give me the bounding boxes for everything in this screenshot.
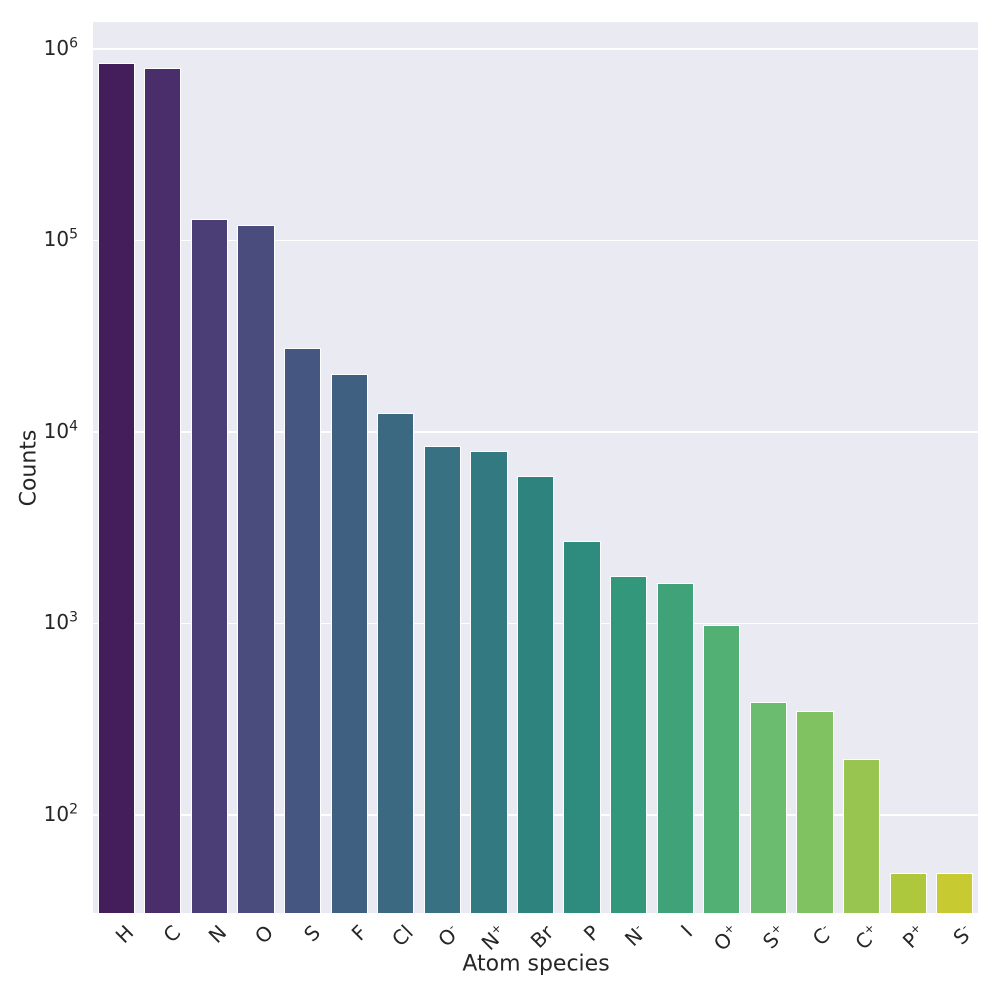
x-tick-label: S+ — [757, 920, 784, 954]
x-tick-label: I — [676, 920, 698, 942]
superscript: + — [487, 920, 505, 938]
superscript: - — [444, 920, 458, 934]
bar — [842, 759, 881, 913]
x-tick-label: P — [578, 920, 605, 946]
superscript: + — [906, 920, 924, 938]
bar — [889, 872, 927, 913]
superscript: - — [631, 920, 645, 934]
gridline — [93, 48, 978, 50]
x-tick-label: S — [298, 920, 325, 947]
bar — [190, 218, 229, 913]
bar — [144, 68, 182, 913]
y-tick-label: 105 — [43, 226, 78, 252]
bar — [377, 412, 415, 913]
bar — [423, 445, 461, 913]
y-tick-label: 104 — [43, 418, 78, 443]
x-tick-label: O+ — [708, 920, 738, 956]
superscript: 4 — [69, 418, 78, 435]
superscript: + — [859, 920, 877, 938]
x-tick-label: Cl — [387, 920, 419, 952]
bar — [283, 348, 322, 913]
y-axis-label: Counts — [16, 429, 42, 507]
bar — [237, 224, 275, 913]
superscript: - — [957, 920, 971, 934]
x-tick-label: F — [346, 920, 372, 946]
y-tick-label: 106 — [43, 35, 78, 60]
x-tick-label: H — [110, 920, 139, 948]
y-tick-label: 103 — [43, 609, 78, 635]
bar — [796, 710, 834, 913]
y-tick-label: 102 — [43, 801, 78, 827]
x-tick-label: O- — [433, 920, 462, 952]
superscript: 6 — [69, 35, 78, 52]
x-tick-label: Br — [525, 920, 558, 953]
superscript: - — [817, 920, 831, 934]
bar — [656, 583, 694, 913]
bar — [97, 62, 135, 913]
gridline — [93, 239, 978, 242]
superscript: 5 — [69, 226, 78, 243]
x-tick-label: C — [158, 920, 186, 948]
bar — [703, 625, 741, 913]
bar — [749, 701, 787, 913]
x-axis-label: Atom species — [462, 951, 610, 977]
bar — [470, 451, 508, 913]
x-tick-label: C- — [807, 920, 835, 951]
bar — [610, 576, 648, 913]
x-tick-label: N — [204, 920, 232, 948]
superscript: 3 — [69, 609, 78, 626]
superscript: 2 — [69, 801, 78, 818]
x-tick-label: O — [250, 920, 279, 949]
x-tick-label: C+ — [849, 920, 877, 955]
superscript: + — [766, 920, 784, 938]
x-tick-label: N+ — [476, 920, 505, 955]
x-tick-label: P+ — [897, 920, 924, 953]
bar — [936, 872, 974, 913]
bar — [563, 540, 601, 913]
x-tick-label: N- — [620, 920, 648, 951]
x-tick-label: S- — [947, 920, 974, 950]
bar — [330, 373, 368, 913]
gridline — [93, 431, 978, 433]
plot-area — [93, 22, 978, 913]
superscript: + — [720, 920, 738, 938]
bar — [516, 475, 555, 913]
